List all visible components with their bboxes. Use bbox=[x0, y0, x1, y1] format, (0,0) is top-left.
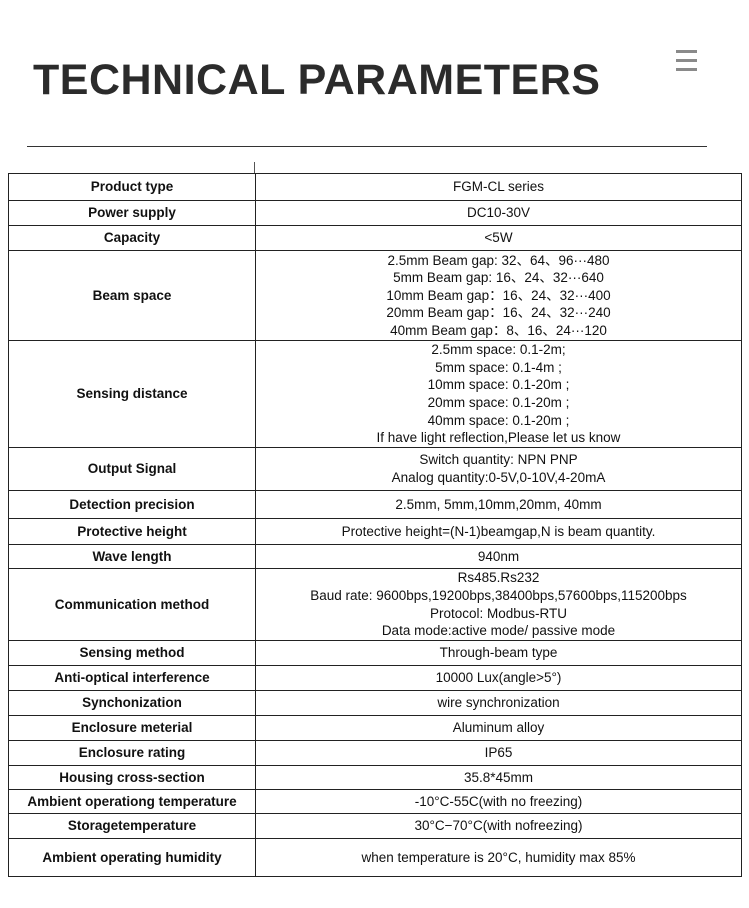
page-title: TECHNICAL PARAMETERS bbox=[33, 56, 601, 104]
parameter-name: Ambient operationg temperature bbox=[8, 789, 256, 814]
table-row: Protective height Protective height=(N-1)… bbox=[8, 518, 742, 545]
table-row: Ambient operating humidity when temperatu… bbox=[8, 838, 742, 877]
value-line: Analog quantity:0-5V,0-10V,4-20mA bbox=[391, 470, 606, 485]
value-line: 40mm space: 0.1-20m ; bbox=[427, 412, 570, 428]
value-line: If have light reflection,Please let us k… bbox=[376, 430, 621, 446]
parameter-name: Enclosure meterial bbox=[8, 715, 256, 741]
value-line: Data mode:active mode/ passive mode bbox=[381, 623, 616, 639]
parameter-value: 2.5mm Beam gap: 32、64、96···480 5mm Beam g… bbox=[255, 250, 742, 341]
parameter-value: Through-beam type bbox=[255, 640, 742, 666]
parameter-name: Communication method bbox=[8, 568, 256, 641]
table-row: Synchonization wire synchronization bbox=[8, 690, 742, 716]
parameter-value: IP65 bbox=[255, 740, 742, 766]
parameter-value: 35.8*45mm bbox=[255, 765, 742, 790]
parameter-value: 940nm bbox=[255, 544, 742, 569]
table-row: Detection precision 2.5mm, 5mm,10mm,20mm,… bbox=[8, 490, 742, 519]
parameter-value: 30°C−70°C(with nofreezing) bbox=[255, 813, 742, 839]
table-row: Wave length 940nm bbox=[8, 544, 742, 569]
parameters-table: Product type FGM-CL series Power supply DC1… bbox=[8, 173, 742, 877]
table-row: Beam space 2.5mm Beam gap: 32、64、96···480… bbox=[8, 250, 742, 341]
parameter-name: Beam space bbox=[8, 250, 256, 341]
value-line: IP65 bbox=[484, 745, 513, 761]
parameter-value: <5W bbox=[255, 225, 742, 251]
parameter-name: Sensing distance bbox=[8, 340, 256, 448]
parameter-value: 2.5mm space: 0.1-2m; 5mm space: 0.1-4m ; 1… bbox=[255, 340, 742, 448]
parameter-name: Protective height bbox=[8, 518, 256, 545]
parameter-name: Synchonization bbox=[8, 690, 256, 716]
table-row: Storagetemperature 30°C−70°C(with nofreez… bbox=[8, 813, 742, 839]
value-line: Protocol: Modbus-RTU bbox=[429, 605, 568, 621]
value-line: 2.5mm space: 0.1-2m; bbox=[431, 342, 566, 358]
parameter-value: FGM-CL series bbox=[255, 173, 742, 201]
value-line: 2.5mm, 5mm,10mm,20mm, 40mm bbox=[395, 496, 602, 512]
value-line: 10000 Lux(angle>5°) bbox=[435, 670, 562, 686]
parameter-value: 2.5mm, 5mm,10mm,20mm, 40mm bbox=[255, 490, 742, 519]
value-line: Rs485.Rs232 bbox=[457, 570, 540, 586]
table-row: Output Signal Switch quantity: NPN PNP Ana… bbox=[8, 447, 742, 491]
value-line: 20mm Beam gap：16、24、32···240 bbox=[386, 305, 611, 321]
parameter-value: Switch quantity: NPN PNP Analog quantity:… bbox=[255, 447, 742, 491]
value-line: 5mm space: 0.1-4m ; bbox=[435, 359, 562, 375]
parameter-name: Capacity bbox=[8, 225, 256, 251]
table-row: Housing cross-section 35.8*45mm bbox=[8, 765, 742, 790]
value-line: 5mm Beam gap: 16、24、32···640 bbox=[393, 270, 604, 286]
value-line: Through-beam type bbox=[439, 645, 558, 661]
parameter-name: Output Signal bbox=[8, 447, 256, 491]
value-line: wire synchronization bbox=[437, 695, 560, 711]
parameter-name: Sensing method bbox=[8, 640, 256, 666]
value-line: when temperature is 20°C, humidity max 8… bbox=[361, 849, 636, 865]
divider bbox=[27, 146, 707, 147]
parameter-value: DC10-30V bbox=[255, 200, 742, 226]
parameter-name: Housing cross-section bbox=[8, 765, 256, 790]
value-line: <5W bbox=[484, 230, 513, 246]
table-row: Enclosure rating IP65 bbox=[8, 740, 742, 766]
table-row: Anti-optical interference 10000 Lux(angle… bbox=[8, 665, 742, 691]
parameter-name: Power supply bbox=[8, 200, 256, 226]
table-row: Capacity <5W bbox=[8, 225, 742, 251]
value-line: FGM-CL series bbox=[452, 179, 544, 195]
parameter-name: Anti-optical interference bbox=[8, 665, 256, 691]
value-line: DC10-30V bbox=[466, 205, 531, 221]
parameter-value: Protective height=(N-1)beamgap,N is beam… bbox=[255, 518, 742, 545]
value-line: 10mm Beam gap：16、24、32···400 bbox=[386, 287, 611, 303]
parameter-name: Wave length bbox=[8, 544, 256, 569]
parameter-name: Storagetemperature bbox=[8, 813, 256, 839]
value-line: Aluminum alloy bbox=[452, 720, 545, 736]
value-line: 940nm bbox=[477, 548, 520, 564]
value-line: Switch quantity: NPN PNP bbox=[419, 452, 578, 468]
table-row: Ambient operationg temperature -10°C-55C(… bbox=[8, 789, 742, 814]
divider-tick bbox=[254, 162, 255, 173]
hamburger-menu-icon[interactable] bbox=[676, 50, 697, 72]
value-line: -10°C-55C(with no freezing) bbox=[414, 793, 583, 809]
parameter-name: Enclosure rating bbox=[8, 740, 256, 766]
table-row: Product type FGM-CL series bbox=[8, 173, 742, 201]
table-row: Sensing method Through-beam type bbox=[8, 640, 742, 666]
value-line: 2.5mm Beam gap: 32、64、96···480 bbox=[387, 252, 610, 268]
parameter-value: wire synchronization bbox=[255, 690, 742, 716]
parameter-value: when temperature is 20°C, humidity max 8… bbox=[255, 838, 742, 877]
table-row: Power supply DC10-30V bbox=[8, 200, 742, 226]
table-row: Sensing distance 2.5mm space: 0.1-2m; 5mm … bbox=[8, 340, 742, 448]
value-line: 10mm space: 0.1-20m ; bbox=[427, 377, 570, 393]
value-line: 20mm space: 0.1-20m ; bbox=[427, 395, 570, 410]
table-row: Enclosure meterial Aluminum alloy bbox=[8, 715, 742, 741]
parameter-value: Aluminum alloy bbox=[255, 715, 742, 741]
value-line: Protective height=(N-1)beamgap,N is beam… bbox=[341, 523, 656, 539]
table-row: Communication method Rs485.Rs232 Baud rate… bbox=[8, 568, 742, 641]
value-line: Baud rate: 9600bps,19200bps,38400bps,576… bbox=[310, 587, 687, 603]
value-line: 35.8*45mm bbox=[463, 769, 534, 785]
parameter-value: 10000 Lux(angle>5°) bbox=[255, 665, 742, 691]
value-line: 30°C−70°C(with nofreezing) bbox=[414, 818, 583, 834]
value-line: 40mm Beam gap：8、16、24···120 bbox=[390, 322, 607, 338]
parameter-value: Rs485.Rs232 Baud rate: 9600bps,19200bps,3… bbox=[255, 568, 742, 641]
parameter-name: Detection precision bbox=[8, 490, 256, 519]
parameter-value: -10°C-55C(with no freezing) bbox=[255, 789, 742, 814]
parameter-name: Ambient operating humidity bbox=[8, 838, 256, 877]
parameter-name: Product type bbox=[8, 173, 256, 201]
